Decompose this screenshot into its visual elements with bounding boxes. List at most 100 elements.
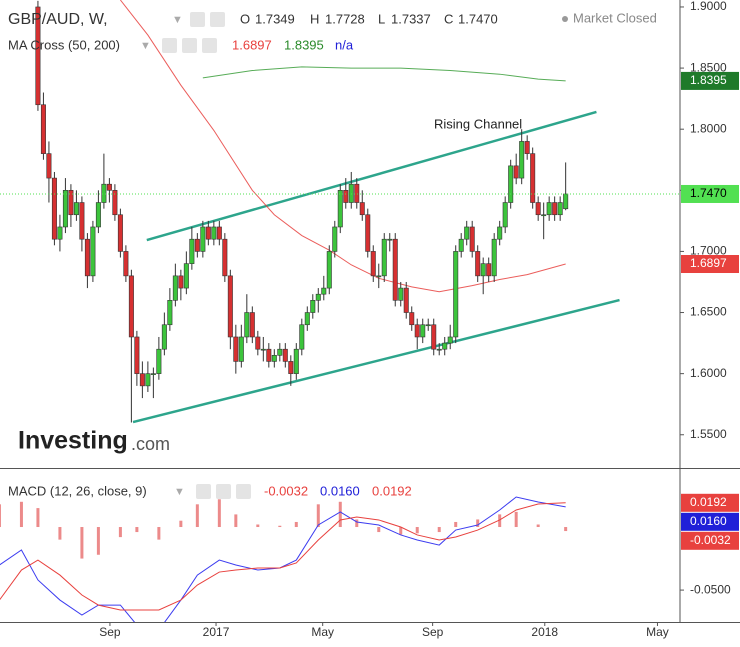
candle-body <box>381 238 387 277</box>
price-badge <box>681 531 739 550</box>
candle-body <box>106 183 112 191</box>
macd-value: 0.0192 <box>372 483 412 498</box>
y-tick-label: 1.8500 <box>690 60 727 74</box>
indicator-label[interactable]: MA Cross (50, 200) <box>8 37 120 52</box>
candle-body <box>436 348 442 351</box>
candle-body <box>46 153 52 179</box>
candle-body <box>425 324 431 327</box>
candle-body <box>249 312 255 338</box>
axes: 1.90001.85001.80001.75001.70001.65001.60… <box>99 0 739 639</box>
candle-body <box>546 202 552 216</box>
x-tick-label: 2018 <box>531 625 558 639</box>
y-tick-label: 1.7000 <box>690 244 727 258</box>
x-tick-label: Sep <box>422 625 444 639</box>
close-icon[interactable] <box>202 38 217 53</box>
candle-body <box>414 324 420 338</box>
candle-body <box>337 190 343 228</box>
candle-body <box>541 214 547 217</box>
candle-body <box>194 238 200 252</box>
histogram-bar <box>294 521 298 528</box>
dropdown-arrow[interactable]: ▼ <box>140 40 151 52</box>
price-badge-label: 0.0160 <box>690 514 727 528</box>
histogram-bar <box>498 514 502 528</box>
candle-body <box>464 226 470 240</box>
candle-body <box>183 263 189 289</box>
symbol[interactable]: GBP/AUD, W, <box>8 11 108 28</box>
histogram-bar <box>377 527 381 533</box>
candle-body <box>211 226 217 240</box>
macd-value: 0.0160 <box>320 483 360 498</box>
ohlc-key: L <box>378 11 385 26</box>
candle-body <box>161 324 167 350</box>
histogram-bar <box>536 524 540 528</box>
y-tick-label: 1.6000 <box>690 366 727 380</box>
dropdown-arrow[interactable]: ▼ <box>174 486 185 498</box>
candle-body <box>299 324 305 350</box>
ohlc-value: 1.7470 <box>458 11 498 26</box>
histogram-bar <box>195 504 199 528</box>
candle-body <box>35 6 41 106</box>
ohlc-value: 1.7337 <box>391 11 431 26</box>
ohlc-key: H <box>310 11 319 26</box>
status-dot <box>562 16 568 22</box>
candle-body <box>442 342 448 350</box>
candle-body <box>288 361 294 374</box>
candle-body <box>376 275 382 278</box>
candle-body <box>73 202 79 216</box>
ohlc-value: 1.7349 <box>255 11 295 26</box>
price-badge <box>681 493 739 512</box>
y-tick-label: 1.8000 <box>690 121 727 135</box>
eye-icon[interactable] <box>190 12 205 27</box>
candle-body <box>508 165 514 203</box>
histogram-bar <box>316 504 320 528</box>
candle-body <box>255 336 261 350</box>
histogram-bar <box>217 499 221 528</box>
candle-body <box>480 263 486 277</box>
gear-icon[interactable] <box>182 38 197 53</box>
candle-body <box>315 293 321 301</box>
dropdown-arrow[interactable]: ▼ <box>172 14 183 26</box>
price-badge <box>681 71 739 90</box>
candle-body <box>123 251 129 277</box>
candle-body <box>172 275 178 301</box>
histogram-bar <box>399 527 403 535</box>
candle-body <box>178 275 184 289</box>
eye-icon[interactable] <box>162 38 177 53</box>
histogram-bar <box>58 527 62 540</box>
price-badge <box>681 512 739 531</box>
candle-body <box>233 336 239 362</box>
price-badge-label: 1.7470 <box>690 186 727 200</box>
candle-body <box>84 238 90 277</box>
candle-body <box>535 202 541 216</box>
price-badge-label: -0.0032 <box>690 533 731 547</box>
x-tick-label: Sep <box>99 625 121 639</box>
eye-icon[interactable] <box>196 484 211 499</box>
candle-body <box>354 183 360 203</box>
candle-body <box>200 226 206 252</box>
candle-body <box>348 183 354 203</box>
candle-body <box>398 287 404 301</box>
candle-body <box>156 348 162 374</box>
histogram-bar <box>476 519 480 528</box>
close-icon[interactable] <box>236 484 251 499</box>
gear-icon[interactable] <box>210 12 225 27</box>
ma-extra: n/a <box>335 37 354 52</box>
candle-body <box>304 312 310 326</box>
candle-body <box>524 141 530 154</box>
candle-body <box>486 263 492 277</box>
histogram-bar <box>135 527 139 533</box>
histogram-bar <box>157 527 161 540</box>
histogram-bar <box>437 527 441 533</box>
candle-body <box>469 226 475 252</box>
histogram-bar <box>454 521 458 528</box>
gear-icon[interactable] <box>216 484 231 499</box>
macd-title[interactable]: MACD (12, 26, close, 9) <box>8 483 147 498</box>
y-tick-label: -0.0500 <box>690 582 731 596</box>
price-badge-label: 1.6897 <box>690 256 727 270</box>
candle-body <box>365 214 371 252</box>
candle-body <box>332 226 338 252</box>
candle-body <box>370 251 376 277</box>
candle-body <box>519 141 525 179</box>
histogram-bar <box>256 524 260 528</box>
candle-body <box>420 324 426 338</box>
